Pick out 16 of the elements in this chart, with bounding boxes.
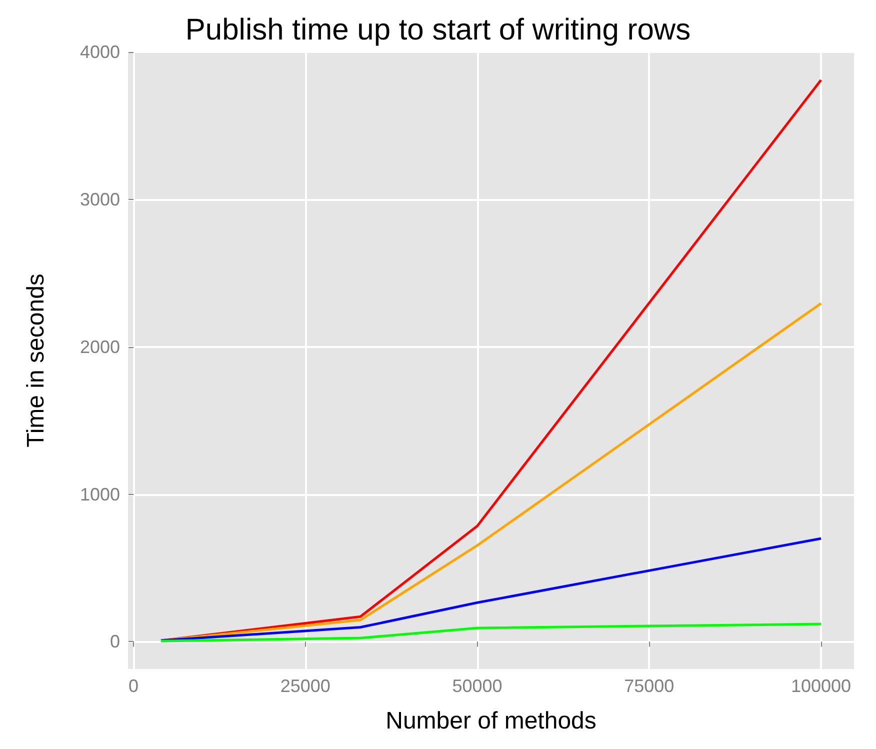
y-tick-label: 2000 <box>80 336 120 357</box>
y-tick-label: 3000 <box>80 189 120 210</box>
line-series <box>160 78 822 642</box>
line-series <box>160 622 822 642</box>
chart-title: Publish time up to start of writing rows <box>185 14 691 46</box>
line-series <box>160 537 822 642</box>
x-tick-label: 25000 <box>280 676 330 696</box>
x-axis-title: Number of methods <box>386 708 596 734</box>
x-tick-label: 50000 <box>452 676 502 696</box>
x-tick-label: 75000 <box>624 676 674 696</box>
y-axis-title: Time in seconds <box>22 274 50 448</box>
y-tick-label: 0 <box>110 632 120 652</box>
x-tick-label: 100000 <box>790 676 852 696</box>
x-tick-label: 0 <box>128 676 139 696</box>
y-tick-label: 1000 <box>80 484 120 504</box>
y-tick-label: 4000 <box>80 42 120 62</box>
